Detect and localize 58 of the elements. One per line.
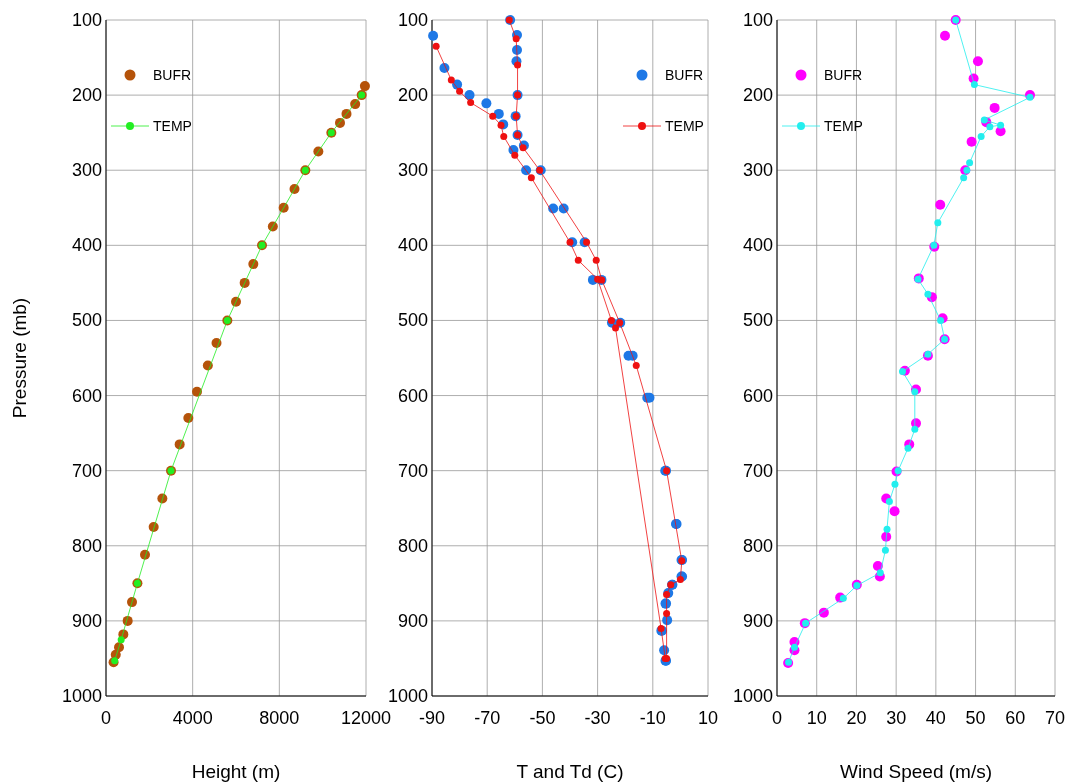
y-tick-label: 900 bbox=[397, 610, 428, 631]
legend-label: BUFR bbox=[665, 67, 704, 83]
y-tick-label: 600 bbox=[742, 385, 773, 406]
y-tick-label: 1000 bbox=[732, 686, 773, 706]
x-tick-label: 0 bbox=[100, 708, 112, 728]
y-tick-label: 100 bbox=[71, 10, 102, 30]
x-tick-label: -90 bbox=[418, 708, 446, 728]
legend-label: TEMP bbox=[824, 118, 863, 134]
x-tick-label: 30 bbox=[886, 708, 907, 728]
x-tick-label: 60 bbox=[1005, 708, 1026, 728]
x-tick-label: 10 bbox=[806, 708, 827, 728]
y-tick-label: 400 bbox=[71, 235, 102, 256]
x-tick-label: 8000 bbox=[259, 708, 300, 728]
y-tick-label: 300 bbox=[397, 160, 428, 181]
legend-label: TEMP bbox=[665, 118, 704, 134]
legend-label: BUFR bbox=[153, 67, 192, 83]
x-tick-label: -10 bbox=[639, 708, 666, 728]
y-tick-label: 700 bbox=[742, 460, 773, 481]
y-tick-label: 100 bbox=[742, 10, 773, 30]
x-tick-label: 40 bbox=[925, 708, 946, 728]
x-tick-label: 20 bbox=[846, 708, 867, 728]
x-tick-label: -30 bbox=[584, 708, 611, 728]
y-tick-label: 500 bbox=[742, 310, 773, 331]
x-axis-title: Wind Speed (m/s) bbox=[839, 761, 993, 782]
y-tick-label: 800 bbox=[742, 535, 773, 556]
y-tick-label: 700 bbox=[397, 460, 428, 481]
y-tick-label: 1000 bbox=[61, 686, 102, 706]
y-tick-label: 500 bbox=[71, 310, 102, 331]
y-tick-label: 300 bbox=[742, 160, 773, 181]
y-tick-label: 500 bbox=[397, 310, 428, 331]
y-tick-label: 900 bbox=[71, 610, 102, 631]
x-tick-label: 50 bbox=[965, 708, 986, 728]
legend-label: BUFR bbox=[824, 67, 863, 83]
x-tick-label: -50 bbox=[529, 708, 556, 728]
y-tick-label: 600 bbox=[71, 385, 102, 406]
y-tick-label: 400 bbox=[397, 235, 428, 256]
y-tick-label: 600 bbox=[397, 385, 428, 406]
x-tick-label: 4000 bbox=[172, 708, 213, 728]
y-tick-label: 400 bbox=[742, 235, 773, 256]
x-axis-title: Height (m) bbox=[191, 761, 281, 782]
y-tick-label: 200 bbox=[742, 85, 773, 106]
y-tick-label: 200 bbox=[71, 85, 102, 106]
y-tick-label: 1000 bbox=[387, 686, 428, 706]
y-tick-label: 900 bbox=[742, 610, 773, 631]
x-tick-label: 10 bbox=[697, 708, 719, 728]
x-tick-label: 0 bbox=[771, 708, 783, 728]
x-axis-title: T and Td (C) bbox=[516, 761, 624, 782]
x-tick-label: -70 bbox=[474, 708, 501, 728]
x-tick-label: 12000 bbox=[340, 708, 392, 728]
x-tick-label: 70 bbox=[1044, 708, 1066, 728]
y-tick-label: 800 bbox=[397, 535, 428, 556]
y-tick-label: 200 bbox=[397, 85, 428, 106]
y-tick-label: 700 bbox=[71, 460, 102, 481]
y-axis-title: Pressure (mb) bbox=[9, 297, 30, 419]
y-tick-label: 300 bbox=[71, 160, 102, 181]
legend-label: TEMP bbox=[153, 118, 192, 134]
y-tick-label: 100 bbox=[397, 10, 428, 30]
y-tick-label: 800 bbox=[71, 535, 102, 556]
